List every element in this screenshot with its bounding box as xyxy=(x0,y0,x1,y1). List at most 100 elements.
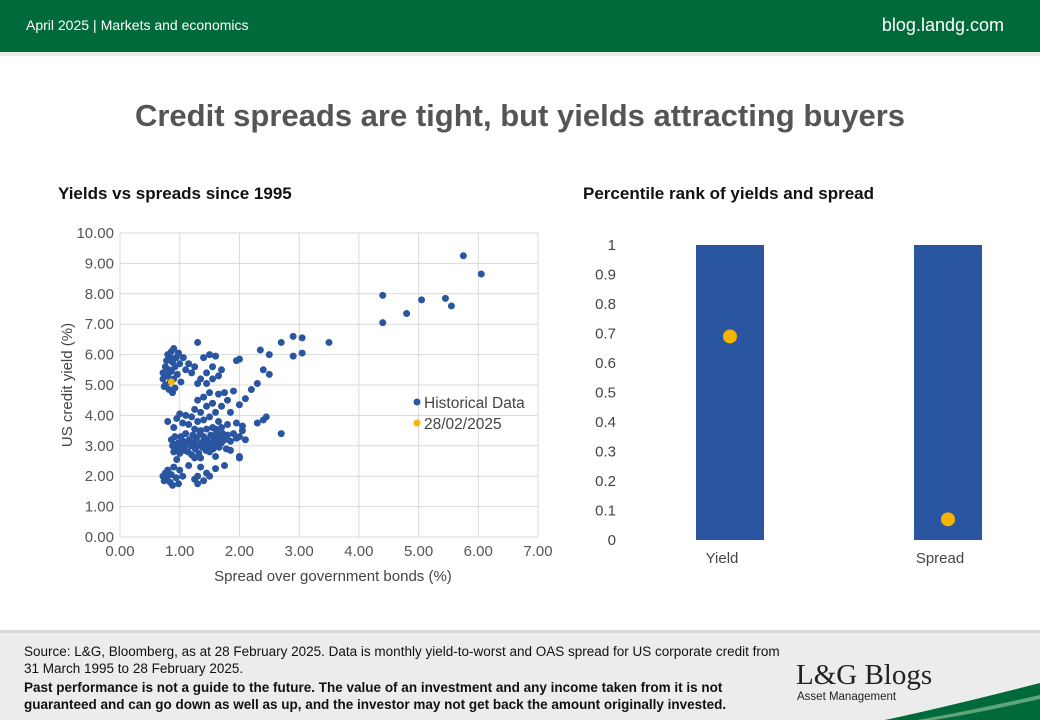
y-tick-label: 5.00 xyxy=(85,377,114,394)
legend-marker xyxy=(413,398,421,406)
historical-point xyxy=(459,252,467,260)
header-separator: | xyxy=(93,17,97,33)
bar-y-tick-label: 0.9 xyxy=(595,267,616,284)
historical-point xyxy=(191,425,199,433)
historical-point xyxy=(197,463,205,471)
y-tick-label: 10.00 xyxy=(76,225,114,242)
historical-point xyxy=(289,352,297,360)
historical-point xyxy=(418,296,426,304)
historical-point xyxy=(232,419,240,427)
y-tick-label: 2.00 xyxy=(85,468,114,485)
historical-point xyxy=(176,466,184,474)
y-tick-label: 6.00 xyxy=(85,347,114,364)
bar-y-tick-label: 0.5 xyxy=(595,385,616,402)
historical-point xyxy=(200,477,208,485)
historical-point xyxy=(191,454,199,462)
historical-point xyxy=(215,390,223,398)
historical-point xyxy=(209,399,217,407)
site-link[interactable]: blog.landg.com xyxy=(881,15,1004,35)
historical-point xyxy=(212,408,220,416)
historical-point xyxy=(175,349,183,357)
historical-point xyxy=(206,389,214,397)
brand-swoosh-graphic xyxy=(884,683,1040,720)
historical-point xyxy=(226,408,234,416)
historical-point xyxy=(206,413,214,421)
historical-point xyxy=(206,472,214,480)
historical-point xyxy=(200,393,208,401)
historical-point xyxy=(172,474,180,482)
historical-point xyxy=(235,454,243,462)
historical-point xyxy=(441,294,449,302)
historical-point xyxy=(289,332,297,340)
historical-point xyxy=(197,454,205,462)
historical-point xyxy=(223,396,231,404)
bar-y-tick-label: 0.7 xyxy=(595,326,616,343)
percentile-bar xyxy=(914,245,982,540)
historical-point xyxy=(209,424,217,432)
historical-point xyxy=(194,472,202,480)
historical-point xyxy=(176,360,184,368)
historical-point xyxy=(218,424,226,432)
historical-point xyxy=(191,363,199,371)
historical-point xyxy=(253,419,261,427)
bar-y-tick-label: 0.2 xyxy=(595,473,616,490)
bar-y-tick-label: 0.8 xyxy=(595,296,616,313)
historical-point xyxy=(182,366,190,374)
historical-point xyxy=(185,360,193,368)
y-tick-label: 8.00 xyxy=(85,286,114,303)
historical-point xyxy=(197,427,205,435)
percentile-marker xyxy=(941,512,955,527)
top-banner: April 2025 | Markets and economics blog.la… xyxy=(0,0,1040,52)
historical-point xyxy=(191,405,199,413)
historical-point xyxy=(262,413,270,421)
historical-point xyxy=(169,481,177,489)
scatter-chart-title: Yields vs spreads since 1995 xyxy=(58,184,292,203)
historical-point xyxy=(226,446,234,454)
y-tick-label: 9.00 xyxy=(85,255,114,272)
y-tick-label: 0.00 xyxy=(85,529,114,546)
legend-label: Historical Data xyxy=(424,395,525,412)
historical-point xyxy=(265,370,273,378)
historical-point xyxy=(477,270,485,278)
x-tick-label: 4.00 xyxy=(344,543,373,560)
bar-y-tick-label: 1 xyxy=(608,237,616,254)
historical-point xyxy=(171,384,179,392)
historical-point xyxy=(298,334,306,342)
historical-point xyxy=(215,372,223,380)
header-date: April 2025 xyxy=(26,17,90,33)
disclaimer: Past performance is not a guide to the f… xyxy=(24,680,727,712)
historical-point xyxy=(176,410,184,418)
current-point xyxy=(167,378,175,386)
historical-point xyxy=(173,455,181,463)
historical-point xyxy=(226,437,234,445)
historical-point xyxy=(170,463,178,471)
historical-point xyxy=(203,379,211,387)
header-section[interactable]: Markets and economics xyxy=(100,17,249,33)
historical-point xyxy=(197,408,205,416)
bar-y-tick-label: 0.1 xyxy=(595,503,616,520)
historical-point xyxy=(212,465,220,473)
historical-point xyxy=(235,355,243,363)
historical-point xyxy=(194,379,202,387)
historical-point xyxy=(215,417,223,425)
y-tick-label: 7.00 xyxy=(85,316,114,333)
historical-point xyxy=(238,422,246,430)
legend-marker xyxy=(413,419,421,427)
legend-label: 28/02/2025 xyxy=(424,416,502,433)
historical-point xyxy=(171,433,179,441)
historical-point xyxy=(265,351,273,359)
header-meta: April 2025 | Markets and economics xyxy=(26,17,249,33)
historical-point xyxy=(223,431,231,439)
header-divider xyxy=(0,52,1040,56)
y-tick-label: 4.00 xyxy=(85,407,114,424)
historical-point xyxy=(221,462,228,470)
x-tick-label: 2.00 xyxy=(225,543,254,560)
historical-point xyxy=(235,401,243,409)
x-tick-label: 0.00 xyxy=(105,543,134,560)
historical-point xyxy=(229,387,237,395)
source-note: Source: L&G, Bloomberg, as at 28 Februar… xyxy=(24,644,780,676)
y-tick-label: 3.00 xyxy=(85,438,114,455)
footer: Source: L&G, Bloomberg, as at 28 Februar… xyxy=(0,630,1040,720)
historical-point xyxy=(179,472,187,480)
historical-point xyxy=(221,389,228,397)
